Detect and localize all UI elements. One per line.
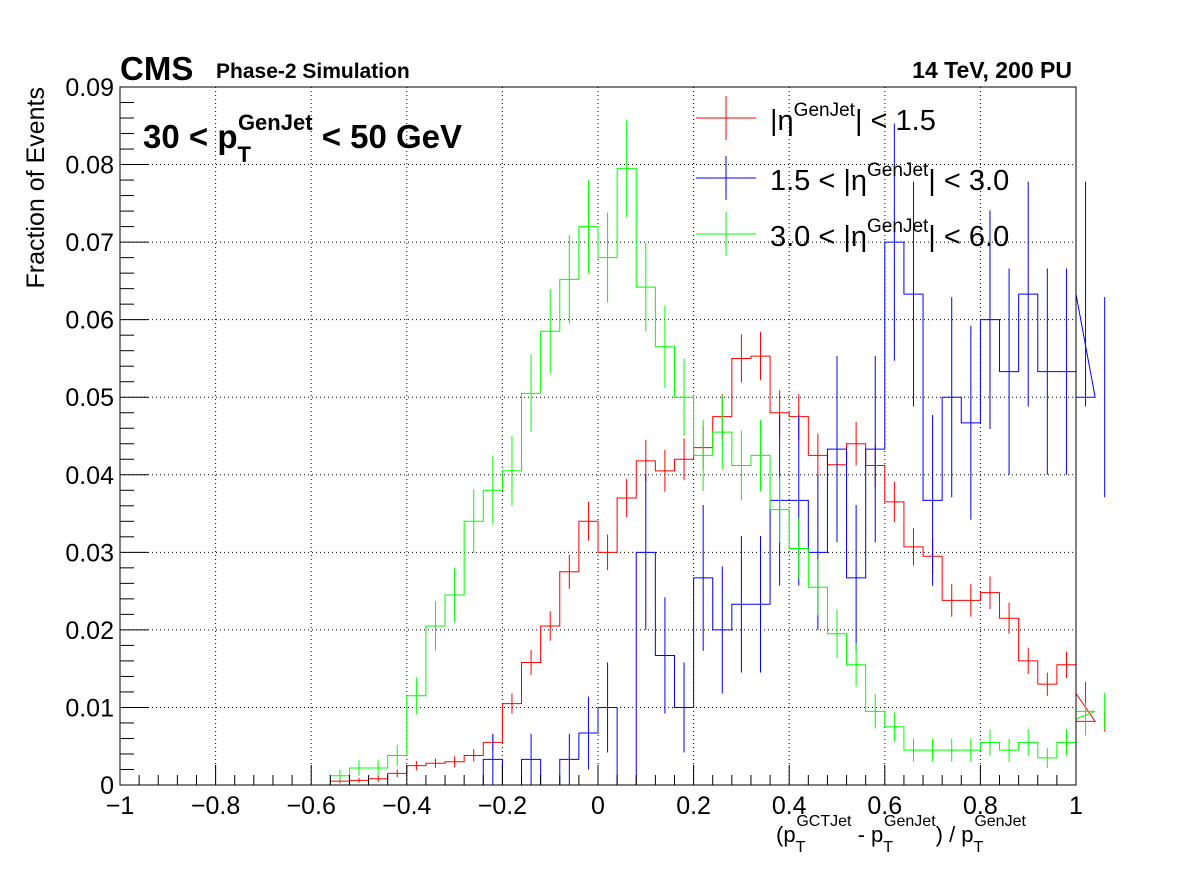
x-tick-label: 1	[1069, 792, 1083, 820]
pt-range-annotation: 30 < pT GenJet < 50 GeV	[143, 110, 462, 167]
legend-entry-endcap: 1.5 < |ηGenJet| < 3.0	[696, 156, 1009, 200]
legend-entry-forward: 3.0 < |ηGenJet| < 6.0	[696, 212, 1009, 256]
legend-label-endcap: 1.5 < |ηGenJet| < 3.0	[770, 160, 1009, 197]
pt-range-pre: 30 < p	[143, 118, 237, 155]
legend-entry-central: |ηGenJet| < 1.5	[696, 96, 936, 140]
axis-ticks	[119, 86, 1077, 786]
conditions-label: 14 TeV, 200 PU	[912, 57, 1072, 83]
x-tick-label: 0.2	[676, 792, 711, 820]
y-axis-label: Fraction of Events	[22, 87, 50, 288]
legend-label-central: |ηGenJet| < 1.5	[770, 100, 936, 137]
x-label-sup1: GCTJet	[796, 813, 852, 830]
legend-forward-sup: GenJet	[867, 216, 929, 237]
series-2	[120, 119, 1106, 786]
x-label-sub1: T	[796, 839, 806, 856]
legend-central-pre: |η	[770, 105, 794, 137]
y-tick-label: 0.06	[65, 307, 114, 335]
x-tick-labels: −1 −0.8 −0.6 −0.4 −0.2 0 0.2 0.4 0.6 0.8 1	[106, 792, 1083, 820]
x-label-part3: ) / p	[936, 822, 974, 847]
y-tick-label: 0.04	[65, 462, 114, 490]
legend-forward-pre: 3.0 < |η	[770, 221, 867, 253]
pt-range-post: < 50 GeV	[313, 118, 463, 155]
histogram-series	[120, 119, 1106, 786]
y-tick-label: 0.03	[65, 539, 114, 567]
x-tick-label: 0.4	[772, 792, 807, 820]
x-label-sub2: T	[883, 839, 893, 856]
legend-central-sup: GenJet	[794, 100, 856, 121]
x-tick-label: 0	[591, 792, 605, 820]
x-label-sup3: GenJet	[974, 813, 1026, 830]
x-tick-label: −0.8	[191, 792, 240, 820]
y-tick-label: 0.07	[65, 229, 114, 257]
x-label-part2: - p	[851, 822, 883, 847]
x-label-part1: (p	[776, 822, 796, 847]
y-tick-label: 0.02	[65, 617, 114, 645]
series-step-line	[120, 167, 1096, 786]
legend-central-post: | < 1.5	[855, 105, 936, 137]
legend-endcap-pre: 1.5 < |η	[770, 165, 867, 197]
grid-lines	[120, 87, 1076, 785]
x-tick-label: −1	[106, 792, 135, 820]
y-tick-label: 0.05	[65, 384, 114, 412]
x-tick-label: 0.8	[963, 792, 998, 820]
legend-forward-post: | < 6.0	[928, 221, 1009, 253]
x-tick-label: 0.6	[867, 792, 902, 820]
legend-label-forward: 3.0 < |ηGenJet| < 6.0	[770, 216, 1009, 253]
x-axis-label: (pTGCTJet - pTGenJet) / pTGenJet	[776, 813, 1026, 856]
y-tick-labels: 0 0.01 0.02 0.03 0.04 0.05 0.06 0.07 0.08 0.09	[65, 74, 114, 800]
x-tick-label: −0.4	[382, 792, 431, 820]
y-tick-label: 0.09	[65, 74, 114, 102]
x-label-sub3: T	[974, 839, 984, 856]
x-tick-label: −0.2	[478, 792, 527, 820]
x-label-sup2: GenJet	[884, 813, 936, 830]
legend-endcap-sup: GenJet	[867, 160, 929, 181]
x-tick-label: −0.6	[287, 792, 336, 820]
y-tick-label: 0	[100, 772, 114, 800]
pt-range-sup: GenJet	[238, 110, 313, 135]
legend: |ηGenJet| < 1.5 1.5 < |ηGenJet| < 3.0 3.…	[696, 96, 1009, 256]
y-tick-label: 0.01	[65, 694, 114, 722]
status-label: Phase-2 Simulation	[216, 60, 410, 83]
pt-range-sub: T	[237, 142, 251, 167]
cms-label: CMS	[120, 50, 193, 87]
y-tick-label: 0.08	[65, 152, 114, 180]
legend-endcap-post: | < 3.0	[928, 165, 1009, 197]
